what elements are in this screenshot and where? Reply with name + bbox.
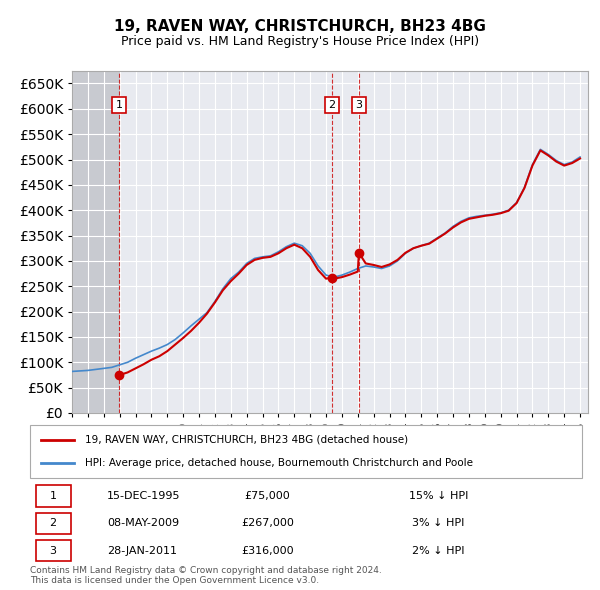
- FancyBboxPatch shape: [35, 485, 71, 506]
- FancyBboxPatch shape: [35, 513, 71, 534]
- Text: 2: 2: [328, 100, 335, 110]
- Text: 15% ↓ HPI: 15% ↓ HPI: [409, 491, 468, 501]
- Text: 15-DEC-1995: 15-DEC-1995: [107, 491, 181, 501]
- Text: £316,000: £316,000: [241, 546, 293, 556]
- Text: 28-JAN-2011: 28-JAN-2011: [107, 546, 177, 556]
- Text: 1: 1: [50, 491, 56, 501]
- Text: 1: 1: [115, 100, 122, 110]
- Text: 3% ↓ HPI: 3% ↓ HPI: [412, 518, 464, 528]
- Bar: [72, 71, 119, 413]
- Text: 19, RAVEN WAY, CHRISTCHURCH, BH23 4BG: 19, RAVEN WAY, CHRISTCHURCH, BH23 4BG: [114, 19, 486, 34]
- Text: HPI: Average price, detached house, Bournemouth Christchurch and Poole: HPI: Average price, detached house, Bour…: [85, 458, 473, 468]
- FancyBboxPatch shape: [35, 540, 71, 561]
- Text: 08-MAY-2009: 08-MAY-2009: [107, 518, 179, 528]
- Text: £267,000: £267,000: [241, 518, 294, 528]
- Text: 2: 2: [50, 518, 57, 528]
- Text: 3: 3: [50, 546, 56, 556]
- FancyBboxPatch shape: [30, 425, 582, 478]
- Text: 2% ↓ HPI: 2% ↓ HPI: [412, 546, 465, 556]
- Text: 3: 3: [355, 100, 362, 110]
- Text: £75,000: £75,000: [244, 491, 290, 501]
- Text: Contains HM Land Registry data © Crown copyright and database right 2024.
This d: Contains HM Land Registry data © Crown c…: [30, 566, 382, 585]
- Text: Price paid vs. HM Land Registry's House Price Index (HPI): Price paid vs. HM Land Registry's House …: [121, 35, 479, 48]
- Text: 19, RAVEN WAY, CHRISTCHURCH, BH23 4BG (detached house): 19, RAVEN WAY, CHRISTCHURCH, BH23 4BG (d…: [85, 435, 409, 445]
